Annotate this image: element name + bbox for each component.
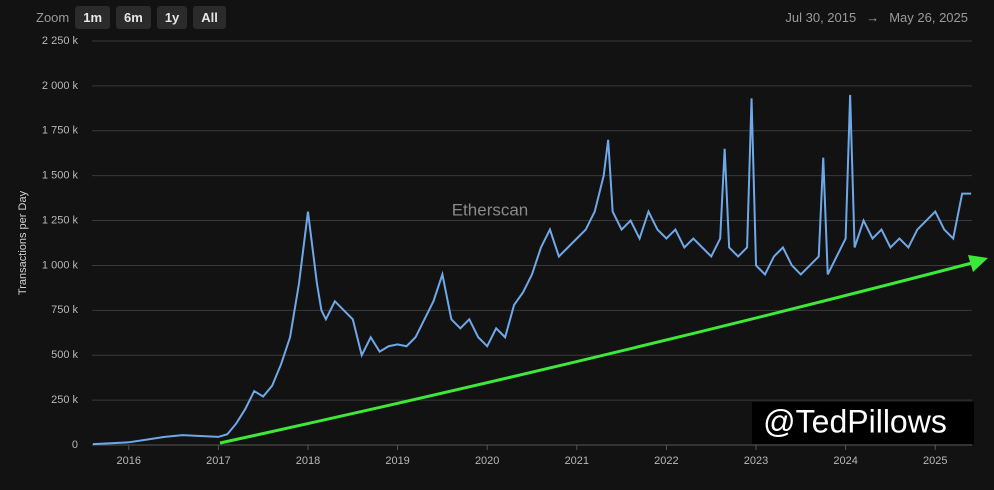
x-tick-label: 2016 <box>116 455 140 467</box>
range-start: Jul 30, 2015 <box>785 10 857 25</box>
y-tick-label: 250 k <box>51 394 78 406</box>
range-arrow: → <box>866 10 880 25</box>
y-tick-label: 1 750 k <box>42 125 79 137</box>
x-tick-label: 2019 <box>385 455 409 467</box>
x-tick-label: 2023 <box>744 455 768 467</box>
x-tick-label: 2020 <box>475 455 499 467</box>
zoom-button[interactable]: 6m <box>116 6 151 29</box>
date-range: Jul 30, 2015 → May 26, 2025 <box>785 10 968 25</box>
y-tick-label: 2 250 k <box>42 35 79 47</box>
x-tick-label: 2024 <box>833 455 857 467</box>
y-tick-label: 0 <box>72 439 78 451</box>
range-end: May 26, 2025 <box>889 10 968 25</box>
x-tick-label: 2025 <box>923 455 947 467</box>
y-tick-label: 500 k <box>51 349 78 361</box>
zoom-button[interactable]: 1y <box>156 6 188 29</box>
credit: @TedPillows <box>763 403 947 439</box>
y-tick-label: 1 000 k <box>42 259 79 271</box>
y-tick-label: 750 k <box>51 304 78 316</box>
x-tick-label: 2017 <box>206 455 230 467</box>
x-tick-label: 2022 <box>654 455 678 467</box>
x-tick-label: 2021 <box>565 455 589 467</box>
zoom-button[interactable]: All <box>193 6 226 29</box>
y-axis-title: Transactions per Day <box>17 190 29 295</box>
data-line <box>92 94 972 446</box>
zoom-label: Zoom <box>36 10 70 25</box>
credit-box <box>752 402 974 444</box>
x-tick-label: 2018 <box>296 455 320 467</box>
watermark: Etherscan <box>452 200 529 219</box>
y-tick-label: 2 000 k <box>42 80 79 92</box>
y-tick-label: 1 500 k <box>42 170 79 182</box>
trend-arrowhead <box>968 255 988 272</box>
y-tick-label: 1 250 k <box>42 214 79 226</box>
zoom-button[interactable]: 1m <box>75 6 111 29</box>
trend-arrow <box>219 261 973 445</box>
zoom-bar: Zoom 1m 6m 1y All <box>36 6 226 29</box>
